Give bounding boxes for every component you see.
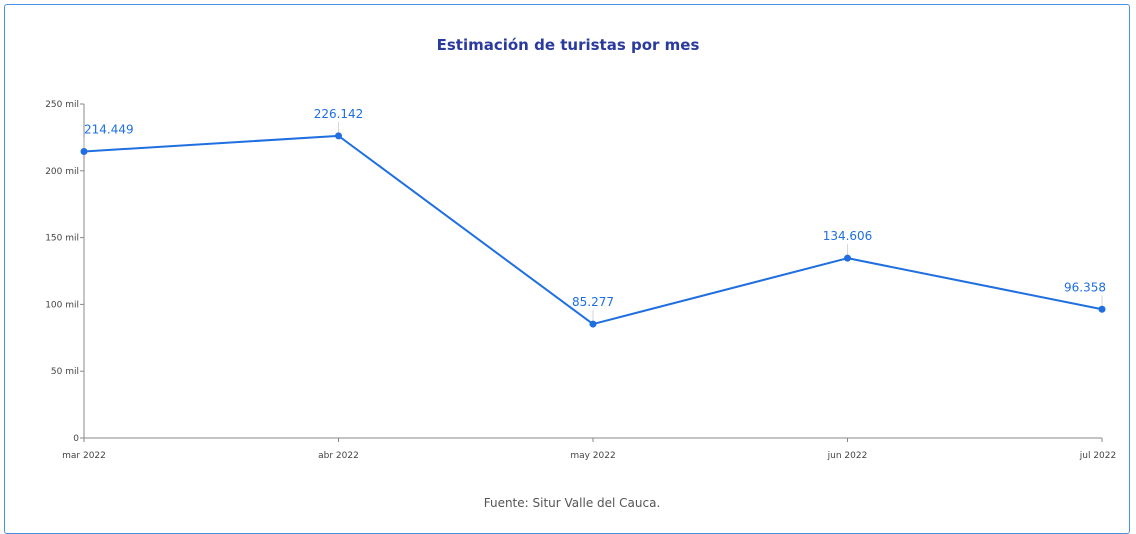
data-point — [335, 132, 342, 140]
data-label: 85.277 — [572, 295, 614, 309]
data-label: 226.142 — [314, 107, 364, 121]
chart-title: Estimación de turistas por mes — [436, 36, 700, 54]
data-label: 214.449 — [84, 122, 134, 136]
data-point — [1098, 305, 1106, 313]
data-point — [844, 254, 851, 262]
data-point — [80, 147, 88, 155]
x-tick-label: abr 2022 — [318, 451, 359, 461]
x-tick-label: jun 2022 — [827, 451, 868, 461]
x-tick-label: mar 2022 — [62, 451, 106, 461]
data-label: 96.358 — [1064, 280, 1106, 294]
y-tick-label: 50 mil — [51, 367, 79, 377]
data-label: 134.606 — [823, 229, 873, 243]
source-note: Fuente: Situr Valle del Cauca. — [483, 496, 661, 510]
y-tick-label: 200 mil — [45, 167, 79, 177]
data-point — [589, 320, 597, 328]
x-tick-label: may 2022 — [570, 451, 615, 461]
y-tick-label: 100 mil — [45, 300, 79, 310]
y-tick-label: 250 mil — [45, 100, 79, 110]
line-chart: 0 50 mil 100 mil 150 mil 200 mil 250 mil mar 2… — [45, 100, 1116, 461]
y-tick-label: 150 mil — [45, 234, 79, 244]
x-tick-label: jul 2022 — [1079, 451, 1116, 461]
y-tick-label: 0 — [73, 434, 79, 444]
